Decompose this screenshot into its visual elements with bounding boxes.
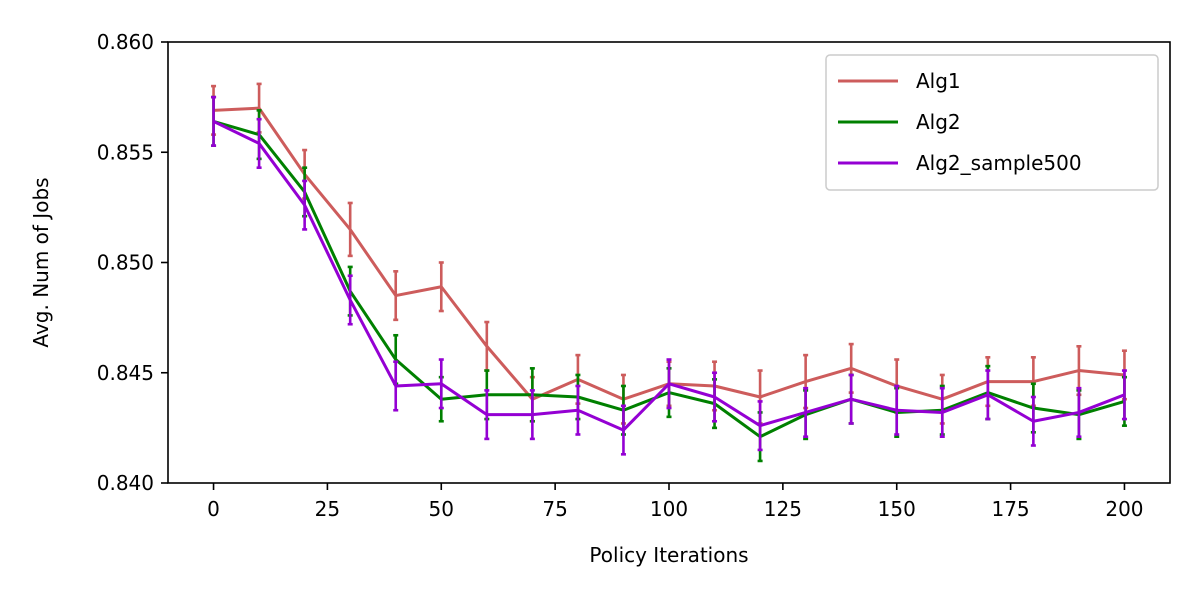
x-tick-label: 100: [650, 497, 688, 521]
y-axis-ticks: 0.840 0.845 0.850 0.855 0.860: [97, 30, 168, 495]
legend-box: [825, 54, 1159, 191]
y-tick-label: 0.850: [97, 251, 154, 275]
y-axis-label: Avg. Num of Jobs: [29, 177, 53, 347]
series-layer: [211, 82, 1127, 463]
series-alg2-sample500: [211, 95, 1127, 456]
x-tick-label: 125: [764, 497, 802, 521]
x-tick-label: 25: [315, 497, 340, 521]
x-tick-label: 200: [1105, 497, 1143, 521]
legend-label: Alg1: [916, 69, 961, 93]
series-line: [212, 120, 1125, 432]
x-axis-ticks: 0 25 50 75 100 125 150 175 200: [207, 483, 1144, 521]
x-tick-label: 150: [878, 497, 916, 521]
x-tick-label: 0: [207, 497, 220, 521]
x-tick-label: 75: [542, 497, 567, 521]
x-tick-label: 175: [991, 497, 1029, 521]
y-tick-label: 0.845: [97, 361, 154, 385]
legend-label: Alg2: [916, 110, 961, 134]
x-axis-label: Policy Iterations: [589, 543, 748, 567]
y-tick-label: 0.840: [97, 471, 154, 495]
legend: Alg1 Alg2 Alg2_sample500: [825, 54, 1159, 191]
legend-label: Alg2_sample500: [916, 151, 1082, 175]
y-tick-label: 0.860: [97, 30, 154, 54]
y-tick-label: 0.855: [97, 140, 154, 164]
x-tick-label: 50: [429, 497, 454, 521]
